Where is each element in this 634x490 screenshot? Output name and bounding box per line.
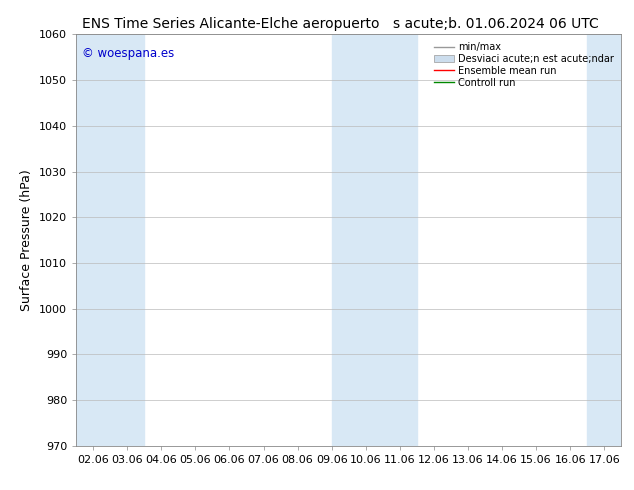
Bar [587,34,624,446]
Text: s acute;b. 01.06.2024 06 UTC: s acute;b. 01.06.2024 06 UTC [393,17,599,31]
Legend: min/max, Desviaci acute;n est acute;ndar, Ensemble mean run, Controll run: min/max, Desviaci acute;n est acute;ndar… [431,39,616,91]
Bar [76,34,144,446]
Bar [332,34,417,446]
Y-axis label: Surface Pressure (hPa): Surface Pressure (hPa) [20,169,34,311]
Text: © woespana.es: © woespana.es [82,47,174,60]
Text: ENS Time Series Alicante-Elche aeropuerto: ENS Time Series Alicante-Elche aeropuert… [82,17,380,31]
